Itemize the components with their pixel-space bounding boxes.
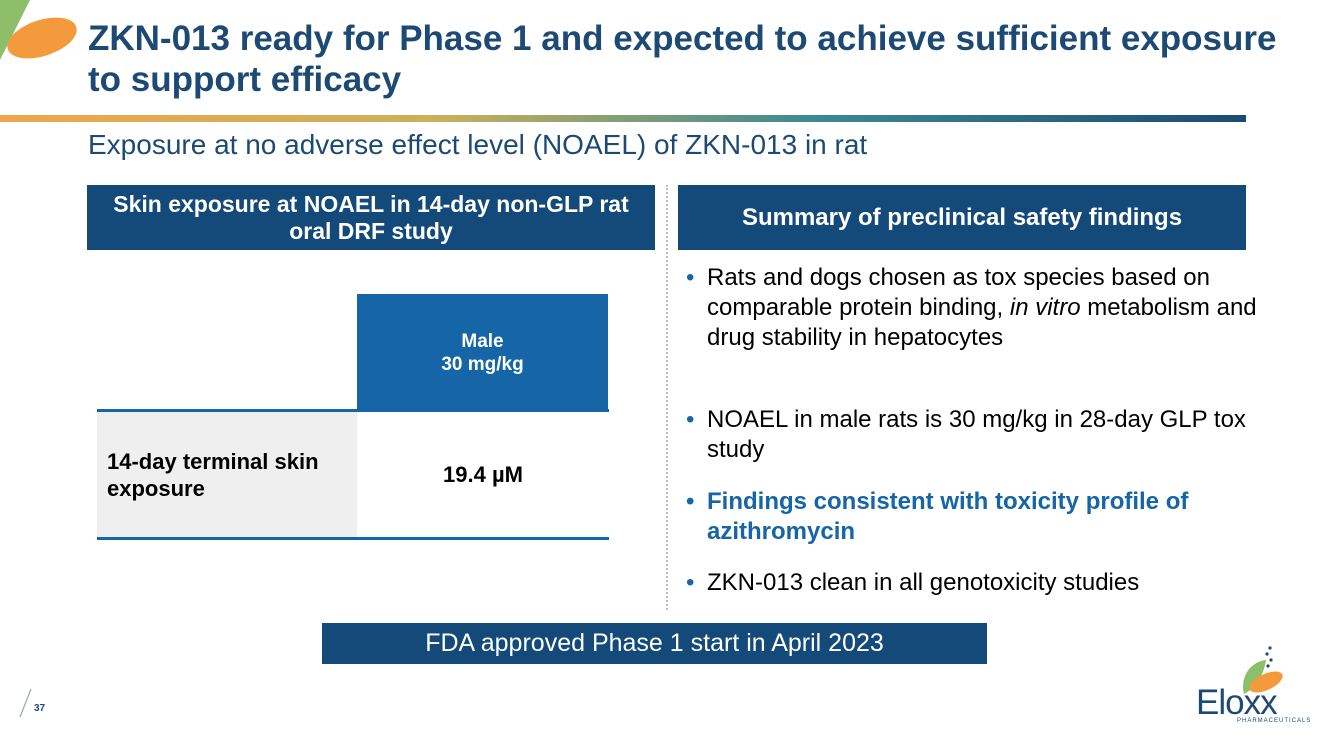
page-slash-icon <box>19 688 32 718</box>
corner-leaf-icon <box>0 0 77 60</box>
bullet-dot: • <box>686 264 695 291</box>
page-subtitle: Exposure at no adverse effect level (NOA… <box>88 129 868 160</box>
table-row-label-text: 14-day terminal skin exposure <box>107 449 319 501</box>
table-row-value: 19.4 µM <box>443 462 523 487</box>
fda-approval-banner: FDA approved Phase 1 start in April 2023 <box>322 623 987 664</box>
column-divider <box>666 185 668 610</box>
list-item: • ZKN-013 clean in all genotoxicity stud… <box>686 568 1267 598</box>
bullet4-text: ZKN-013 clean in all genotoxicity studie… <box>707 569 1140 596</box>
table-bottom-border <box>97 537 609 540</box>
bullet2-text: NOAEL in male rats is 30 mg/kg in 28-day… <box>707 406 1246 463</box>
table-column-header-dose: 30 mg/kg <box>441 354 524 375</box>
bullet-dot: • <box>686 569 695 596</box>
table-column-header: Male 30 mg/kg <box>357 294 608 412</box>
eloxx-logo-subtitle: PHARMACEUTICALS <box>1237 718 1312 724</box>
list-item: • Rats and dogs chosen as tox species ba… <box>686 263 1267 353</box>
right-panel-header: Summary of preclinical safety findings <box>678 185 1246 250</box>
bullet-dot: • <box>686 488 695 515</box>
eloxx-logo-icon <box>1242 646 1283 694</box>
title-rule <box>0 115 1246 122</box>
page-title: ZKN-013 ready for Phase 1 and expected t… <box>88 19 1277 99</box>
bullet3-text: Findings consistent with toxicity profil… <box>707 488 1189 545</box>
list-item: • Findings consistent with toxicity prof… <box>686 487 1267 547</box>
page-number: 37 <box>34 703 46 714</box>
left-panel-header: Skin exposure at NOAEL in 14-day non-GLP… <box>87 185 655 250</box>
eloxx-logo-wordmark: Eloxx <box>1196 683 1278 722</box>
table-top-border <box>97 409 609 412</box>
bullet1-text-b: metabolism and drug stability in hepatoc… <box>707 294 1257 351</box>
table-column-header-sex: Male <box>461 331 504 352</box>
bullet1-italic: in vitro <box>1009 294 1081 321</box>
bullet1-text-a: Rats and dogs chosen as tox species base… <box>707 264 1210 321</box>
bullet-dot: • <box>686 406 695 433</box>
list-item: • NOAEL in male rats is 30 mg/kg in 28-d… <box>686 405 1267 465</box>
table-row-label: 14-day terminal skin exposure <box>97 412 357 538</box>
